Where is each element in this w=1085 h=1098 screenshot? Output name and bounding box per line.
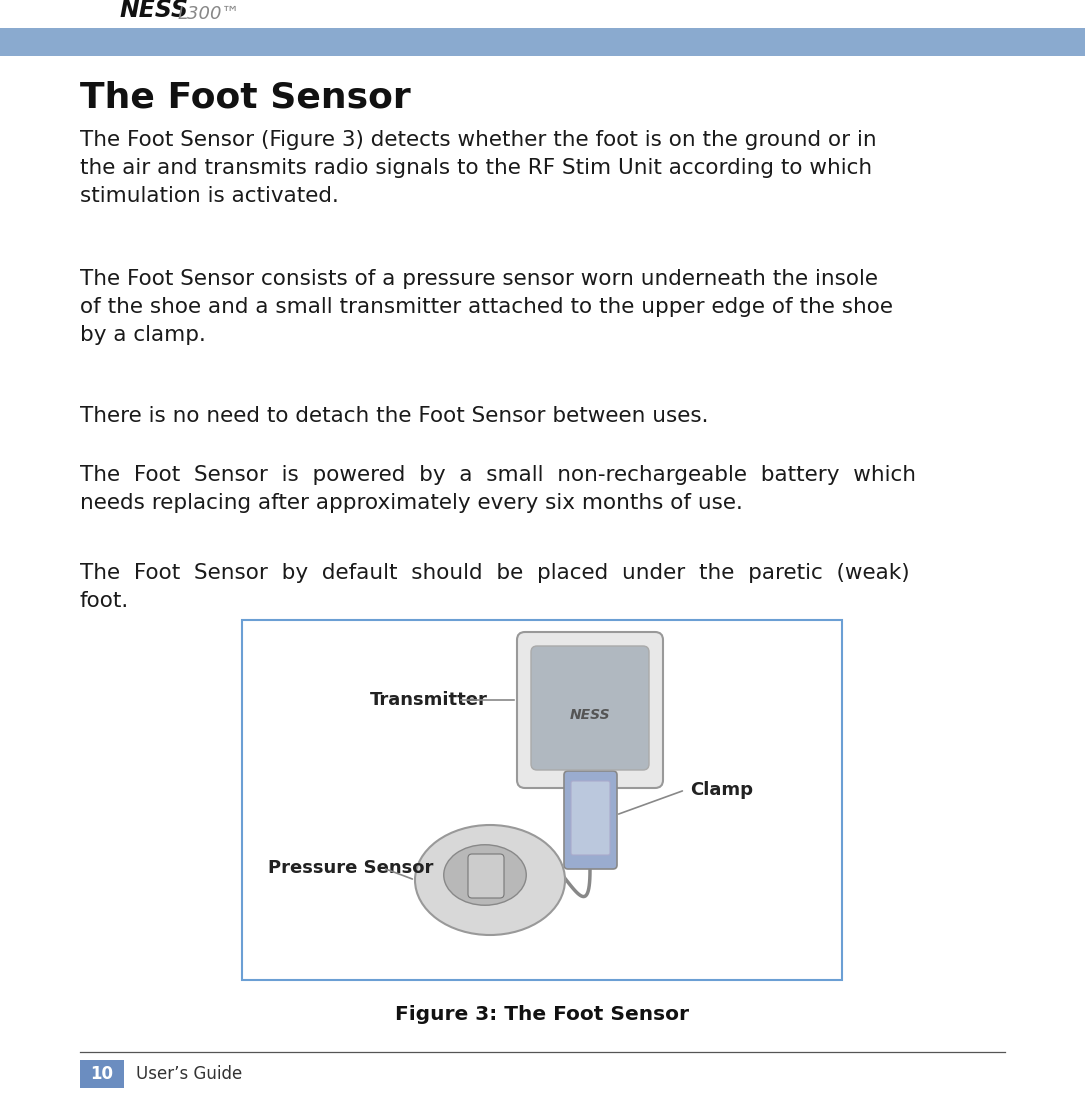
FancyBboxPatch shape [242, 620, 842, 981]
Text: NESS: NESS [120, 0, 189, 22]
FancyBboxPatch shape [531, 646, 649, 770]
Ellipse shape [444, 844, 526, 905]
Text: The  Foot  Sensor  is  powered  by  a  small  non-rechargeable  battery  which
n: The Foot Sensor is powered by a small no… [80, 464, 916, 513]
Text: User’s Guide: User’s Guide [136, 1065, 242, 1083]
FancyBboxPatch shape [571, 781, 610, 855]
Text: L300™: L300™ [178, 5, 241, 23]
Text: The  Foot  Sensor  by  default  should  be  placed  under  the  paretic  (weak)
: The Foot Sensor by default should be pla… [80, 563, 909, 610]
FancyBboxPatch shape [516, 632, 663, 788]
Text: Pressure Sensor: Pressure Sensor [268, 859, 433, 877]
Text: The Foot Sensor (Figure 3) detects whether the foot is on the ground or in
the a: The Foot Sensor (Figure 3) detects wheth… [80, 130, 877, 206]
Text: Clamp: Clamp [690, 781, 753, 799]
FancyBboxPatch shape [468, 854, 505, 898]
Text: The Foot Sensor: The Foot Sensor [80, 80, 411, 114]
Ellipse shape [414, 825, 565, 935]
Text: NESS: NESS [570, 708, 610, 722]
FancyBboxPatch shape [564, 771, 617, 869]
Bar [80, 1060, 124, 1088]
Text: There is no need to detach the Foot Sensor between uses.: There is no need to detach the Foot Sens… [80, 406, 709, 426]
Text: Transmitter: Transmitter [370, 691, 488, 709]
Text: The Foot Sensor consists of a pressure sensor worn underneath the insole
of the : The Foot Sensor consists of a pressure s… [80, 269, 893, 345]
Text: Figure 3: The Foot Sensor: Figure 3: The Foot Sensor [395, 1005, 689, 1024]
Text: 10: 10 [90, 1065, 114, 1083]
Bar [0, 29, 1085, 56]
